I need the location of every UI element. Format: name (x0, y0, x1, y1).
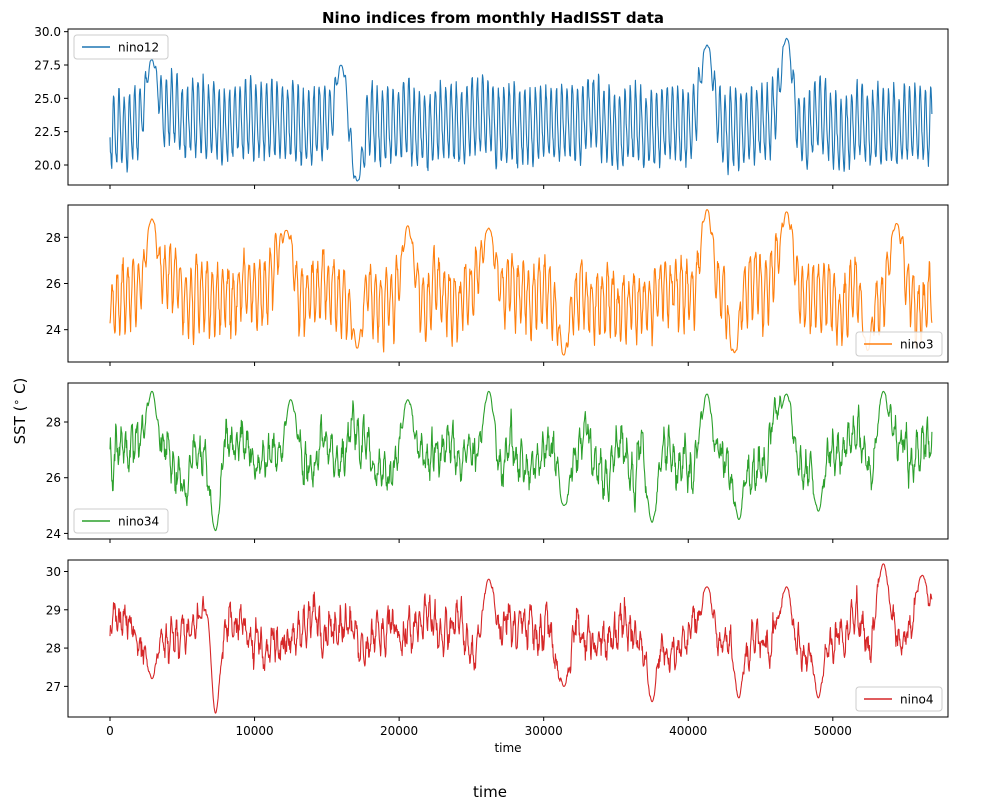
y-tick-label-nino34: 24 (46, 527, 61, 541)
axes-frame-nino4 (67, 559, 949, 718)
legend-label: nino3 (900, 338, 934, 352)
legend-box (73, 34, 169, 60)
x-tick-label: 10000 (235, 724, 273, 738)
y-tick-label-nino3: 24 (46, 323, 61, 337)
panels: 20.022.525.027.530.0nino12242628nino3242… (34, 25, 949, 755)
y-tick-label-nino4: 30 (46, 565, 61, 579)
y-tick-label-nino4: 27 (46, 680, 61, 694)
legend-label: nino4 (900, 693, 934, 707)
y-tick-label-nino4: 28 (46, 642, 61, 656)
legend-label: nino34 (118, 515, 159, 529)
x-axis-label: time (494, 741, 521, 755)
legend-box (855, 686, 943, 712)
chart-title: Nino indices from monthly HadISST data (322, 9, 664, 27)
y-axis-label-text: SST ( (11, 406, 29, 445)
series-line-nino12 (109, 37, 933, 182)
y-tick-label-nino12: 30.0 (34, 25, 61, 39)
y-axis-label: SST (∘ C) (10, 378, 29, 445)
axes-frame-nino34 (67, 382, 949, 540)
x-tick-label: 50000 (814, 724, 852, 738)
y-tick-label-nino12: 22.5 (34, 125, 61, 139)
y-tick-label-nino34: 28 (46, 416, 61, 430)
x-tick-label: 40000 (669, 724, 707, 738)
panel-nino4: 27 28 29 30 0 10000 20000 30000 40000 50000 nino4 (46, 559, 949, 738)
legend-box (73, 508, 169, 534)
y-tick-label-nino3: 28 (46, 231, 61, 245)
axes-frame-nino12 (67, 28, 949, 186)
y-tick-label-nino12: 25.0 (34, 92, 61, 106)
panel-nino3: 24 26 28 nino3 (46, 204, 949, 366)
panel-nino12: 20.0 22.5 25.0 27.5 30.0 nino12 (34, 25, 949, 189)
y-tick-label-nino4: 29 (46, 603, 61, 617)
legend-nino34: nino34 (73, 508, 169, 534)
legend-box (855, 331, 943, 357)
legend-nino3: nino3 (855, 331, 943, 357)
y-tick-label-nino12: 27.5 (34, 59, 61, 73)
svg-text:SST (∘ C): SST (∘ C) (10, 378, 29, 445)
x-tick-label: 30000 (525, 724, 563, 738)
legend-nino12: nino12 (73, 34, 169, 60)
figure-x-label: time (473, 783, 507, 801)
y-tick-label-nino3: 26 (46, 277, 61, 291)
legend-label: nino12 (118, 41, 159, 55)
y-axis-label-degree: ∘ (10, 399, 23, 406)
legend-nino4: nino4 (855, 686, 943, 712)
x-tick-label: 0 (106, 724, 114, 738)
series-line-nino3 (109, 209, 933, 356)
y-tick-label-nino34: 26 (46, 471, 61, 485)
series-line-nino34 (109, 390, 933, 532)
y-axis-label-unit: C) (11, 378, 29, 399)
series-line-nino4 (109, 563, 933, 714)
axes-frame-nino3 (67, 204, 949, 363)
x-tick-label: 20000 (380, 724, 418, 738)
panel-nino34: 24 26 28 nino34 (46, 382, 949, 543)
y-tick-label-nino12: 20.0 (34, 159, 61, 173)
